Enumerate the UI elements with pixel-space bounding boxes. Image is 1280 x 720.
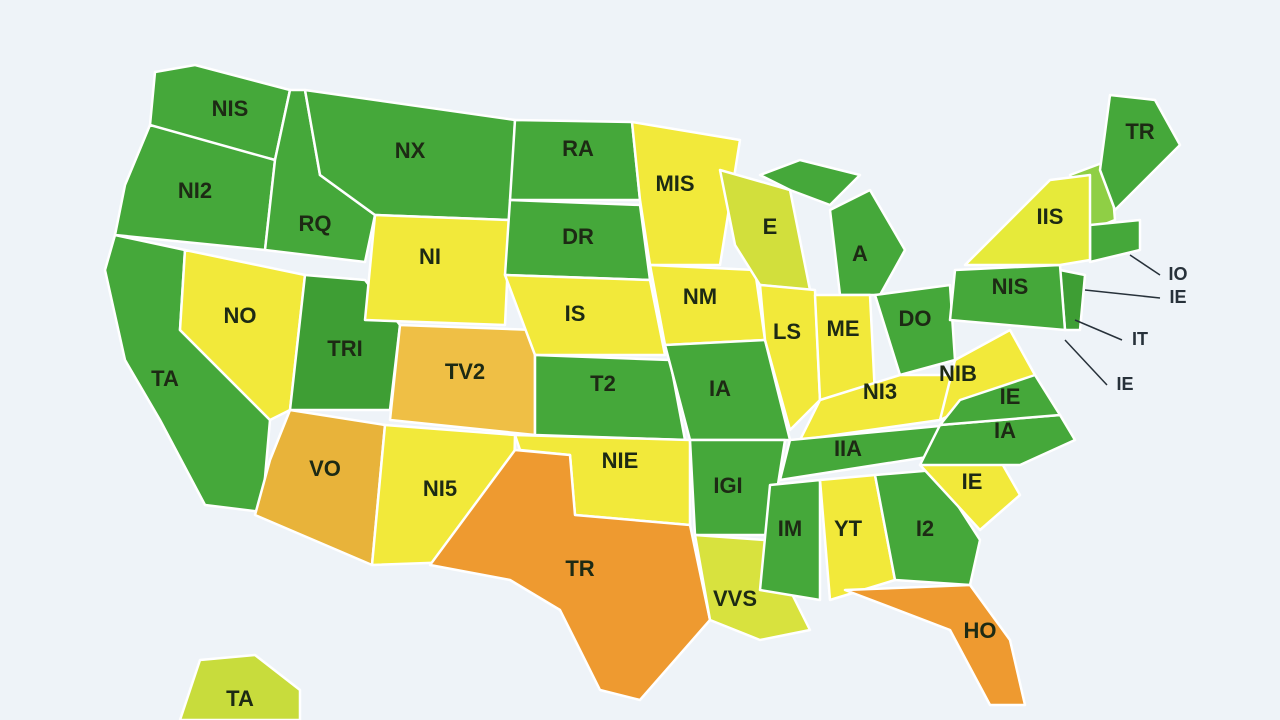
region-label: TA bbox=[151, 366, 179, 391]
region-label: IE bbox=[962, 469, 983, 494]
region-label: IM bbox=[778, 516, 802, 541]
region bbox=[178, 248, 307, 422]
leader-line bbox=[1084, 289, 1161, 299]
region bbox=[1088, 218, 1142, 264]
region-label: MIS bbox=[655, 171, 694, 196]
region-label: RQ bbox=[299, 211, 332, 236]
region-label: NI bbox=[419, 244, 441, 269]
region-label: TRI bbox=[327, 336, 362, 361]
region-label: IS bbox=[565, 301, 586, 326]
region-label: NI3 bbox=[863, 379, 897, 404]
region bbox=[503, 273, 667, 357]
region-label: VVS bbox=[713, 586, 757, 611]
region-label: YT bbox=[834, 516, 863, 541]
region bbox=[758, 478, 822, 602]
region bbox=[693, 533, 812, 642]
region-label: ME bbox=[827, 316, 860, 341]
region-label: RA bbox=[562, 136, 594, 161]
region bbox=[533, 353, 687, 442]
region-label: A bbox=[852, 241, 868, 266]
callout-label: IO bbox=[1168, 264, 1187, 284]
region-label: IE bbox=[1000, 384, 1021, 409]
leader-line bbox=[1074, 319, 1123, 341]
region bbox=[630, 120, 742, 267]
callout-label: IE bbox=[1169, 287, 1186, 307]
region bbox=[428, 448, 712, 702]
region-label: NM bbox=[683, 284, 717, 309]
region bbox=[938, 373, 1062, 427]
region bbox=[948, 263, 1067, 332]
region-label: HO bbox=[964, 618, 997, 643]
region-label: NIS bbox=[212, 96, 249, 121]
region-label: DO bbox=[899, 306, 932, 331]
region-label: VO bbox=[309, 456, 341, 481]
region bbox=[963, 173, 1092, 267]
region bbox=[843, 583, 1027, 707]
region-label: IA bbox=[709, 376, 731, 401]
region-label: LS bbox=[773, 319, 801, 344]
region-label: E bbox=[763, 214, 778, 239]
leader-line bbox=[1064, 339, 1108, 386]
region-label: NX bbox=[395, 138, 426, 163]
region-label: IGI bbox=[713, 473, 742, 498]
region-label: NIB bbox=[939, 361, 977, 386]
region-label: NIS bbox=[992, 274, 1029, 299]
region-label: TR bbox=[565, 556, 594, 581]
region-label: DR bbox=[562, 224, 594, 249]
region bbox=[1098, 93, 1182, 212]
region bbox=[113, 123, 277, 252]
region-label: TR bbox=[1125, 119, 1154, 144]
region-label: TV2 bbox=[445, 359, 485, 384]
region bbox=[828, 188, 907, 297]
region bbox=[363, 213, 512, 327]
region-label: IIS bbox=[1037, 204, 1064, 229]
callout-label: IE bbox=[1116, 374, 1133, 394]
region-label: T2 bbox=[590, 371, 616, 396]
region-label: NI5 bbox=[423, 476, 457, 501]
region-label: NIE bbox=[602, 448, 639, 473]
callout-label: IT bbox=[1132, 329, 1148, 349]
region bbox=[178, 653, 302, 720]
region-label: I2 bbox=[916, 516, 934, 541]
region bbox=[758, 283, 822, 432]
leader-line bbox=[1129, 254, 1161, 276]
region-label: IIA bbox=[834, 436, 862, 461]
region-label: NI2 bbox=[178, 178, 212, 203]
region-label: IA bbox=[994, 418, 1016, 443]
region-label: TA bbox=[226, 686, 254, 711]
region bbox=[253, 408, 387, 567]
region-label: NO bbox=[224, 303, 257, 328]
